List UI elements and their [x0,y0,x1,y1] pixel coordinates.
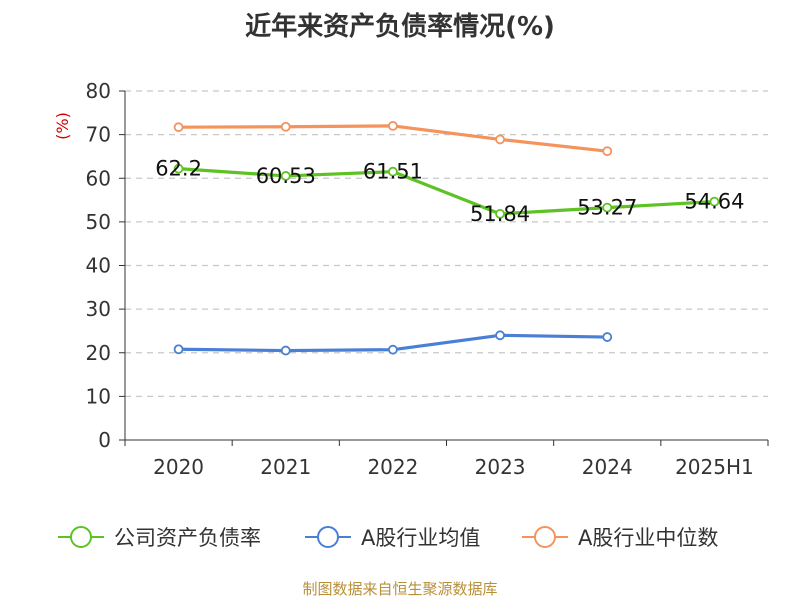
legend-label: 公司资产负债率 [114,526,261,550]
data-point [388,344,398,355]
y-axis-label: (%) [53,112,72,140]
x-tick-label: 2023 [475,455,526,479]
x-tick-label: 2022 [367,455,418,479]
legend: 公司资产负债率 A股行业均值 A股行业中位数 [58,526,718,550]
data-label: 51.84 [470,202,530,226]
y-tick-label: 10 [86,384,111,408]
y-tick-label: 30 [86,297,111,321]
legend-marker [70,526,92,548]
data-point [280,121,291,132]
series-line [176,167,717,216]
x-tick-label: 2025H1 [675,455,754,479]
y-tick-label: 60 [86,166,111,190]
data-point [388,121,398,131]
x-tick-label: 2024 [582,455,633,479]
y-tick-label: 70 [86,123,111,147]
y-tick-label: 40 [86,254,111,278]
data-label: 53.27 [577,196,637,220]
data-point [280,345,291,356]
data-point [602,202,613,213]
source-note: 制图数据来自恒生聚源数据库 [302,580,498,598]
legend-label: A股行业中位数 [578,526,718,550]
data-point [602,146,613,157]
legend-item: A股行业中位数 [522,526,718,550]
data-label: 61.51 [363,160,423,184]
series-lines [173,121,720,356]
data-point [495,134,505,145]
data-point [602,332,613,342]
x-tick-label: 2020 [153,455,204,479]
chart-title: 近年来资产负债率情况(%) [245,12,555,42]
data-point [173,344,184,355]
x-tick-label: 2021 [260,455,311,479]
axes: 0 10 20 30 40 50 60 70 80 2020 2021 2022 2023 2024 202… [53,79,769,479]
data-point [709,196,720,207]
y-tick-label: 20 [86,341,111,365]
data-label: 54.64 [684,190,744,214]
data-point [173,163,184,174]
legend-marker [317,526,339,548]
data-point [173,122,184,133]
data-point [280,171,291,181]
y-tick-label: 50 [86,210,111,234]
data-point [388,166,398,177]
data-labels: 62.2 60.53 61.51 51.84 53.27 54.64 [155,157,744,226]
data-point [495,330,505,341]
y-tick-label: 80 [86,79,111,103]
y-tick-label: 0 [98,428,111,452]
grid-lines [125,90,768,397]
legend-item: A股行业均值 [305,526,480,550]
legend-label: A股行业均值 [361,526,480,550]
data-point [495,208,505,219]
data-label: 62.2 [155,157,202,181]
legend-marker [534,526,556,548]
legend-item: 公司资产负债率 [58,526,261,550]
data-label: 60.53 [256,164,316,188]
